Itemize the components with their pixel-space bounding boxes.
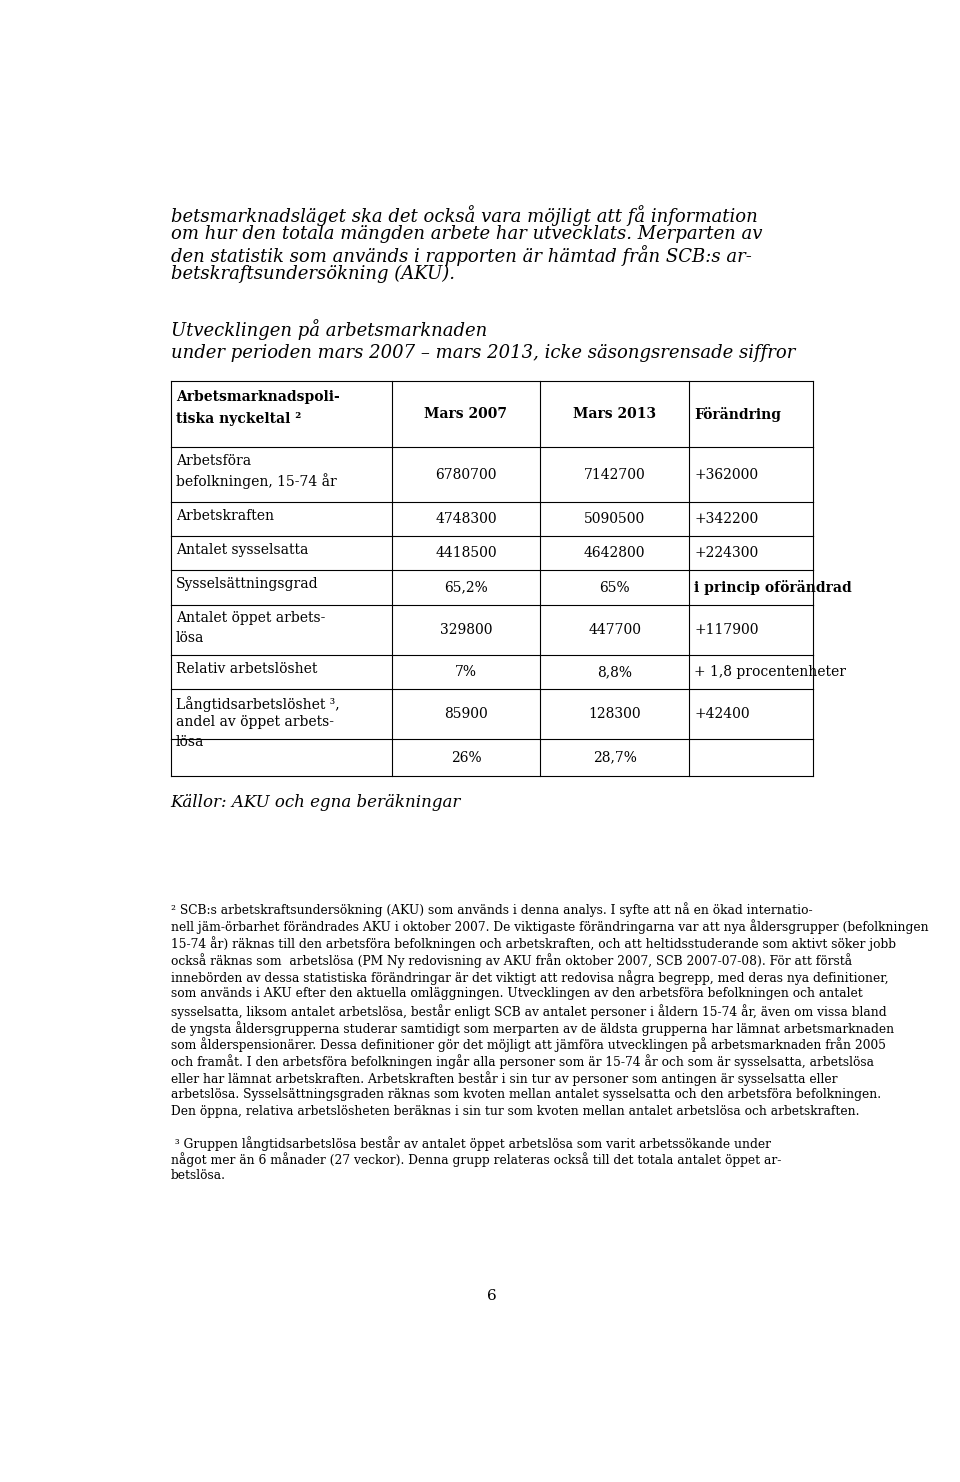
Text: betskraftsundersökning (AKU).: betskraftsundersökning (AKU). (171, 265, 455, 283)
Text: 28,7%: 28,7% (593, 750, 636, 765)
Text: Antalet sysselsatta: Antalet sysselsatta (176, 542, 308, 557)
Text: 8,8%: 8,8% (597, 665, 633, 679)
Text: 329800: 329800 (440, 622, 492, 637)
Text: tiska nyckeltal ²: tiska nyckeltal ² (176, 412, 301, 425)
Text: 4748300: 4748300 (435, 513, 496, 526)
Text: +362000: +362000 (694, 467, 758, 482)
Text: 447700: 447700 (588, 622, 641, 637)
Text: Den öppna, relativa arbetslösheten beräknas i sin tur som kvoten mellan antalet : Den öppna, relativa arbetslösheten beräk… (171, 1106, 859, 1117)
Text: arbetslösa. Sysselsättningsgraden räknas som kvoten mellan antalet sysselsatta o: arbetslösa. Sysselsättningsgraden räknas… (171, 1088, 880, 1101)
Text: Relativ arbetslöshet: Relativ arbetslöshet (176, 661, 317, 676)
Text: 4642800: 4642800 (584, 547, 645, 560)
Text: Arbetsföra: Arbetsföra (176, 453, 251, 468)
Text: 26%: 26% (450, 750, 481, 765)
Text: 5090500: 5090500 (584, 513, 645, 526)
Text: Mars 2013: Mars 2013 (573, 408, 657, 421)
Text: eller har lämnat arbetskraften. Arbetskraften består i sin tur av personer som a: eller har lämnat arbetskraften. Arbetskr… (171, 1071, 837, 1086)
Text: +342200: +342200 (694, 513, 758, 526)
Text: de yngsta åldersgrupperna studerar samtidigt som merparten av de äldsta gruppern: de yngsta åldersgrupperna studerar samti… (171, 1021, 894, 1036)
Text: befolkningen, 15-74 år: befolkningen, 15-74 år (176, 473, 337, 489)
Text: +117900: +117900 (694, 622, 758, 637)
Text: Mars 2007: Mars 2007 (424, 408, 508, 421)
Text: 128300: 128300 (588, 707, 641, 722)
Text: Förändring: Förändring (694, 406, 781, 421)
Text: + 1,8 procentenheter: + 1,8 procentenheter (694, 665, 847, 679)
Text: nell jäm-örbarhet förändrades AKU i oktober 2007. De viktigaste förändringarna v: nell jäm-örbarhet förändrades AKU i okto… (171, 919, 928, 934)
Text: något mer än 6 månader (27 veckor). Denna grupp relateras också till det totala : något mer än 6 månader (27 veckor). Denn… (171, 1153, 781, 1168)
Text: 65%: 65% (599, 581, 630, 594)
Text: och framåt. I den arbetsföra befolkningen ingår alla personer som är 15-74 år oc: och framåt. I den arbetsföra befolkninge… (171, 1055, 874, 1070)
Text: innebörden av dessa statistiska förändringar är det viktigt att redovisa några b: innebörden av dessa statistiska förändri… (171, 971, 888, 986)
Text: som ålderspensionärer. Dessa definitioner gör det möjligt att jämföra utveckling: som ålderspensionärer. Dessa definitione… (171, 1037, 885, 1052)
Text: +42400: +42400 (694, 707, 750, 722)
Text: 85900: 85900 (444, 707, 488, 722)
Text: Långtidsarbetslöshet ³,: Långtidsarbetslöshet ³, (176, 697, 340, 711)
Text: betslösa.: betslösa. (171, 1169, 226, 1183)
Text: under perioden mars 2007 – mars 2013, icke säsongsrensade siffror: under perioden mars 2007 – mars 2013, ic… (171, 344, 795, 363)
Text: Antalet öppet arbets-: Antalet öppet arbets- (176, 612, 325, 625)
Text: 4418500: 4418500 (435, 547, 496, 560)
Text: lösa: lösa (176, 631, 204, 645)
Text: som används i AKU efter den aktuella omläggningen. Utvecklingen av den arbetsför: som används i AKU efter den aktuella oml… (171, 987, 862, 1000)
Text: den statistik som används i rapporten är hämtad från SCB:s ar-: den statistik som används i rapporten är… (171, 245, 752, 267)
Text: om hur den totala mängden arbete har utvecklats. Merparten av: om hur den totala mängden arbete har utv… (171, 225, 762, 243)
Text: Arbetsmarknadspoli-: Arbetsmarknadspoli- (176, 390, 340, 405)
Text: Sysselsättningsgrad: Sysselsättningsgrad (176, 578, 319, 591)
Text: i princip oförändrad: i princip oförändrad (694, 579, 852, 594)
Text: 7%: 7% (455, 665, 477, 679)
Text: ² SCB:s arbetskraftsundersökning (AKU) som används i denna analys. I syfte att n: ² SCB:s arbetskraftsundersökning (AKU) s… (171, 903, 812, 917)
Text: 6: 6 (487, 1289, 497, 1303)
Text: 6780700: 6780700 (435, 467, 496, 482)
Text: lösa: lösa (176, 735, 204, 748)
Text: sysselsatta, liksom antalet arbetslösa, består enligt SCB av antalet personer i : sysselsatta, liksom antalet arbetslösa, … (171, 1003, 886, 1018)
Text: också räknas som  arbetslösa (PM Ny redovisning av AKU från oktober 2007, SCB 20: också räknas som arbetslösa (PM Ny redov… (171, 953, 852, 968)
Text: ³ Gruppen långtidsarbetslösa består av antalet öppet arbetslösa som varit arbets: ³ Gruppen långtidsarbetslösa består av a… (171, 1135, 771, 1150)
Text: Arbetskraften: Arbetskraften (176, 508, 274, 523)
Text: 15-74 år) räknas till den arbetsföra befolkningen och arbetskraften, och att hel: 15-74 år) räknas till den arbetsföra bef… (171, 937, 896, 951)
Text: 65,2%: 65,2% (444, 581, 488, 594)
Text: Utvecklingen på arbetsmarknaden: Utvecklingen på arbetsmarknaden (171, 319, 487, 341)
Text: betsmarknadsläget ska det också vara möjligt att få information: betsmarknadsläget ska det också vara möj… (171, 205, 757, 227)
Text: Källor: AKU och egna beräkningar: Källor: AKU och egna beräkningar (171, 794, 461, 811)
Text: +224300: +224300 (694, 547, 758, 560)
Text: 7142700: 7142700 (584, 467, 646, 482)
Text: andel av öppet arbets-: andel av öppet arbets- (176, 716, 334, 729)
